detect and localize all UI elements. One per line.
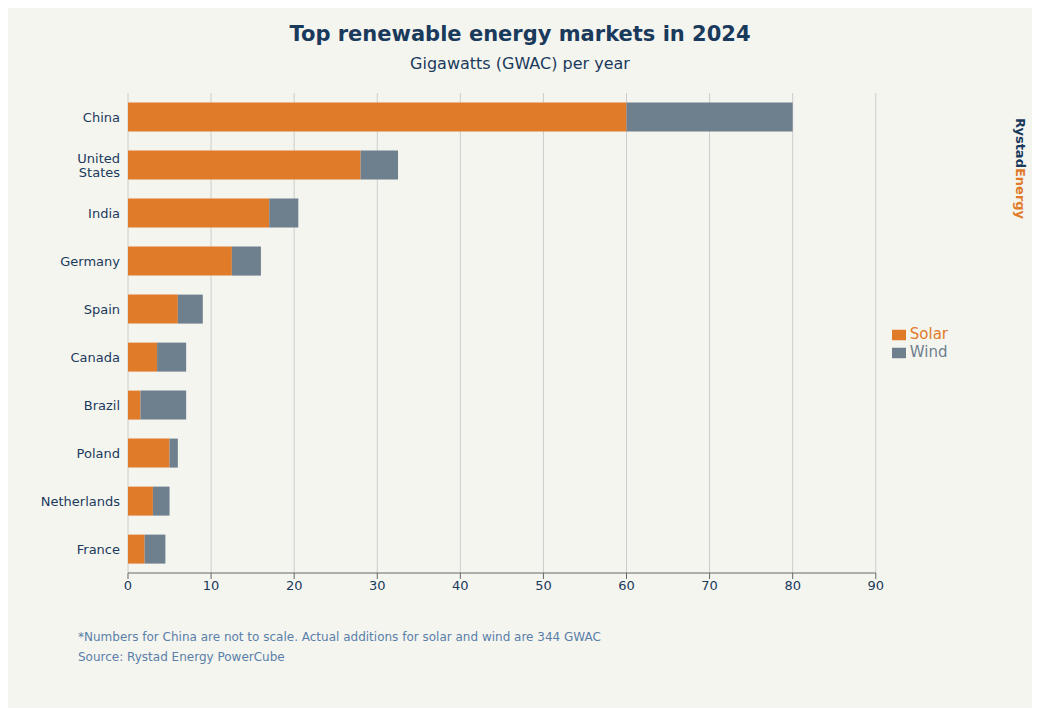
svg-text:30: 30 xyxy=(369,578,386,593)
svg-text:UnitedStates: UnitedStates xyxy=(77,151,120,180)
svg-text:0: 0 xyxy=(124,578,132,593)
html-text:Rystad: Rystad xyxy=(1013,118,1028,168)
svg-text:50: 50 xyxy=(535,578,552,593)
html-text:*Numbers for China are not to: *Numbers for China are not to scale. Act… xyxy=(78,630,601,644)
html-text:Energy: Energy xyxy=(1013,167,1028,220)
svg-text:70: 70 xyxy=(701,578,718,593)
svg-text:Spain: Spain xyxy=(84,302,120,317)
html-text:Wind: Wind xyxy=(909,343,948,361)
html-text:Source: Rystad Energy PowerCub: Source: Rystad Energy PowerCube xyxy=(78,650,285,664)
svg-text:China: China xyxy=(83,110,120,125)
html-text:Gigawatts (GWAC) per year: Gigawatts (GWAC) per year xyxy=(410,54,630,73)
html-text:Top renewable energy markets i: Top renewable energy markets in 2024 xyxy=(289,22,751,46)
svg-text:20: 20 xyxy=(286,578,303,593)
svg-text:Canada: Canada xyxy=(71,350,120,365)
svg-text:90: 90 xyxy=(867,578,884,593)
svg-text:France: France xyxy=(77,542,120,557)
svg-text:Poland: Poland xyxy=(77,446,120,461)
svg-text:60: 60 xyxy=(618,578,635,593)
svg-text:India: India xyxy=(88,206,120,221)
svg-text:Brazil: Brazil xyxy=(84,398,120,413)
svg-text:Netherlands: Netherlands xyxy=(41,494,120,509)
svg-text:Germany: Germany xyxy=(60,254,120,269)
svg-text:80: 80 xyxy=(784,578,801,593)
html-text:Solar: Solar xyxy=(909,325,948,343)
svg-text:10: 10 xyxy=(203,578,220,593)
svg-text:40: 40 xyxy=(452,578,469,593)
